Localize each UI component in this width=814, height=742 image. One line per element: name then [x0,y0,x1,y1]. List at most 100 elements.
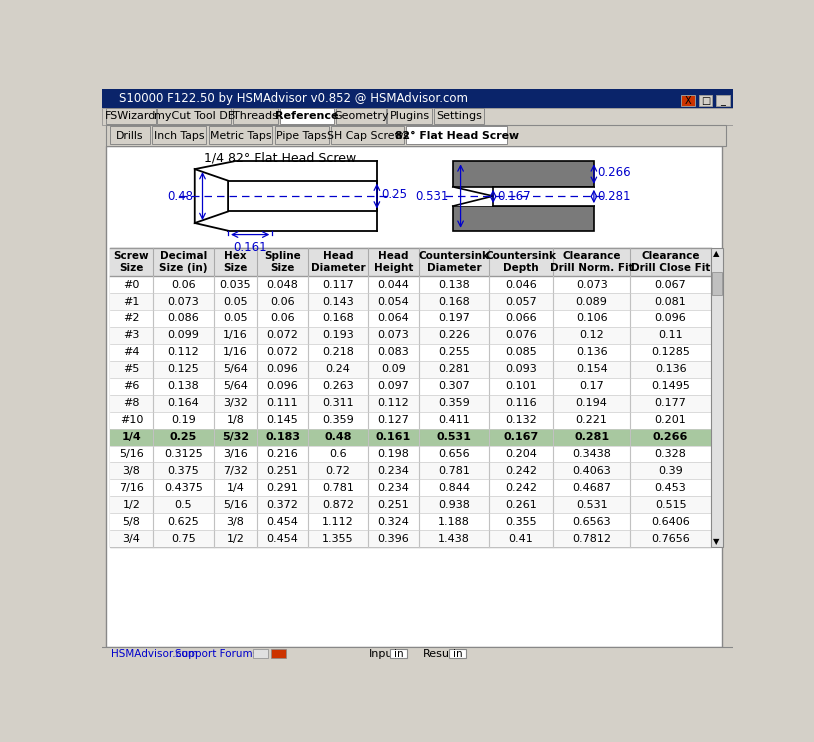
Text: 7/16: 7/16 [119,483,144,493]
Text: #0: #0 [123,280,139,289]
Text: 0.085: 0.085 [505,347,537,358]
FancyBboxPatch shape [331,126,404,145]
Text: 1/4 82° Flat Head Screw: 1/4 82° Flat Head Screw [204,151,357,164]
Text: 0.177: 0.177 [654,398,686,408]
FancyBboxPatch shape [406,126,507,145]
Text: 0.057: 0.057 [505,297,537,306]
Text: 0.099: 0.099 [168,330,199,341]
Text: 0.143: 0.143 [322,297,354,306]
FancyBboxPatch shape [208,126,272,145]
Text: 0.515: 0.515 [654,500,686,510]
Text: 0.046: 0.046 [505,280,537,289]
Text: 0.136: 0.136 [654,364,686,374]
FancyBboxPatch shape [716,95,729,106]
Polygon shape [453,187,493,206]
Text: 0.453: 0.453 [654,483,686,493]
Text: Clearance
Drill Norm. Fit: Clearance Drill Norm. Fit [549,251,633,274]
Text: #4: #4 [123,347,139,358]
Text: 0.201: 0.201 [654,415,686,425]
Text: 0.221: 0.221 [575,415,607,425]
Text: 0.072: 0.072 [267,347,299,358]
FancyBboxPatch shape [110,249,711,547]
Text: 5/64: 5/64 [223,381,248,391]
FancyBboxPatch shape [110,344,711,361]
Text: 0.844: 0.844 [438,483,470,493]
Text: 0.48: 0.48 [324,432,352,442]
Polygon shape [493,187,594,206]
Text: 0.396: 0.396 [378,533,409,544]
FancyBboxPatch shape [102,647,733,660]
Text: 1/16: 1/16 [223,347,248,358]
FancyBboxPatch shape [110,412,711,429]
Text: 0.097: 0.097 [378,381,409,391]
Text: 0.307: 0.307 [438,381,470,391]
Text: X: X [685,96,692,105]
Text: #5: #5 [123,364,139,374]
Text: #8: #8 [123,398,139,408]
Text: 1/2: 1/2 [122,500,140,510]
Text: 0.39: 0.39 [659,466,683,476]
Text: 0.41: 0.41 [509,533,533,544]
FancyBboxPatch shape [157,108,231,125]
Text: Result: Result [423,649,457,659]
Text: 0.4063: 0.4063 [572,466,611,476]
Text: 0.234: 0.234 [378,466,409,476]
Text: 0.11: 0.11 [659,330,683,341]
FancyBboxPatch shape [681,95,695,106]
Text: 0.218: 0.218 [322,347,354,358]
Text: 0.111: 0.111 [267,398,299,408]
Text: 0.167: 0.167 [503,432,539,442]
Text: 0.19: 0.19 [171,415,196,425]
FancyBboxPatch shape [387,108,432,125]
Text: 0.167: 0.167 [497,189,531,203]
Text: 0.266: 0.266 [597,166,632,180]
Text: 1.112: 1.112 [322,516,354,527]
Text: 0.116: 0.116 [505,398,537,408]
Text: ▲: ▲ [713,249,720,258]
Text: 5/8: 5/8 [122,516,140,527]
FancyBboxPatch shape [434,108,484,125]
Text: 0.117: 0.117 [322,280,354,289]
Text: 0.054: 0.054 [378,297,409,306]
Polygon shape [453,206,594,231]
Text: 0.4687: 0.4687 [572,483,611,493]
Text: Reference: Reference [275,111,339,122]
Text: 0.263: 0.263 [322,381,354,391]
Text: 3/8: 3/8 [226,516,244,527]
Text: 0.12: 0.12 [580,330,604,341]
Text: 0.06: 0.06 [270,314,295,324]
Text: 0.6406: 0.6406 [651,516,690,527]
Text: 82° Flat Head Screw: 82° Flat Head Screw [395,131,519,141]
Text: Plugins: Plugins [390,111,430,122]
FancyBboxPatch shape [274,126,329,145]
Text: 0.3438: 0.3438 [572,449,611,459]
Text: 0.375: 0.375 [168,466,199,476]
Text: 0.1285: 0.1285 [651,347,690,358]
Text: 0.127: 0.127 [378,415,409,425]
Text: Metric Taps: Metric Taps [210,131,271,141]
Text: 0.281: 0.281 [438,364,470,374]
Text: 0.5: 0.5 [174,500,192,510]
Text: 0.125: 0.125 [168,364,199,374]
Text: 0.112: 0.112 [168,347,199,358]
Polygon shape [228,180,377,211]
Text: 0.372: 0.372 [267,500,299,510]
Text: FSWizard: FSWizard [105,111,156,122]
Text: 7/32: 7/32 [223,466,248,476]
Text: 0.066: 0.066 [505,314,537,324]
Text: 0.781: 0.781 [322,483,354,493]
Text: 0.4375: 0.4375 [164,483,203,493]
Text: 1.188: 1.188 [438,516,470,527]
Text: Inch Taps: Inch Taps [154,131,204,141]
Text: 0.872: 0.872 [322,500,354,510]
Text: Head
Height: Head Height [374,251,413,274]
Text: 0.355: 0.355 [505,516,537,527]
Text: 0.3125: 0.3125 [164,449,203,459]
Text: 0.164: 0.164 [168,398,199,408]
Text: 0.7812: 0.7812 [572,533,611,544]
FancyBboxPatch shape [102,89,733,108]
Text: 0.072: 0.072 [267,330,299,341]
Text: 0.234: 0.234 [378,483,409,493]
Text: 0.101: 0.101 [505,381,537,391]
Text: 0.073: 0.073 [378,330,409,341]
